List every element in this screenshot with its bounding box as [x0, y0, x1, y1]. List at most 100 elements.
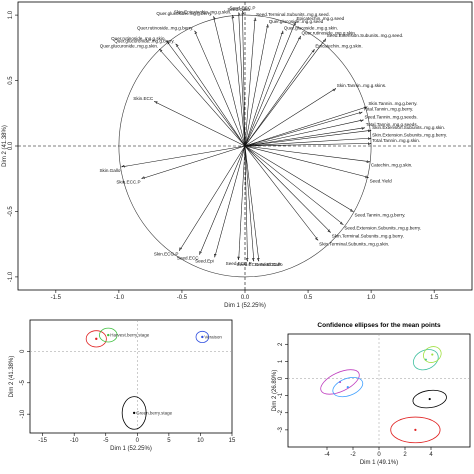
- variable-label: Seed.Gallo: [260, 262, 283, 267]
- arrow-head: [212, 16, 216, 20]
- arrow-head: [237, 256, 241, 260]
- variable-arrow: [242, 11, 246, 147]
- variable-arrow: [244, 145, 248, 262]
- variable-label: Seed.Extension.Subunits..mg.g.berry.: [344, 226, 421, 231]
- group-centroid: [95, 337, 98, 341]
- y-axis-title: Dim 2 (41.38%): [2, 125, 8, 167]
- arrow-head: [179, 247, 183, 251]
- y-tick-label: 1.0: [8, 10, 14, 19]
- variable-arrow: [232, 15, 246, 147]
- x-tick-label: -2: [350, 452, 356, 458]
- group-label: Veraison: [204, 334, 222, 339]
- group-centroid: [107, 333, 110, 337]
- variable-label: Seed.Extension.Subunits..mg.g.seed.: [327, 33, 404, 38]
- arrow-head: [350, 208, 354, 212]
- variable-arrow: [238, 12, 246, 147]
- variable-label: Seed.Gallo: [227, 7, 250, 12]
- variable-label: Seed.ECC: [177, 256, 199, 261]
- y-tick-label: -3: [278, 427, 284, 433]
- arrow-head: [265, 24, 269, 28]
- group-centroid: [132, 411, 136, 415]
- variable-arrow: [244, 48, 315, 147]
- variable-arrow: [199, 145, 246, 255]
- variable-label: Quer.rutinoside..mg.g.skin.: [301, 31, 356, 36]
- group-centroid: [346, 385, 349, 389]
- arrow-head: [194, 30, 198, 35]
- variable-arrow: [166, 41, 246, 147]
- y-tick-label: -0.5: [8, 206, 14, 217]
- confidence-ellipse: [412, 389, 447, 409]
- variable-label: Skin.Terminal.Subunits..mg.g.berry.: [332, 233, 404, 238]
- group-ellipse: [99, 327, 118, 343]
- variable-label: Seed.Tannin..mg.g.berry.: [354, 212, 405, 217]
- y-tick-label: 0.0: [8, 141, 14, 150]
- group-centroid: [431, 353, 434, 356]
- arrow-head: [199, 251, 202, 255]
- x-tick-label: 1.0: [367, 295, 376, 301]
- y-axis-title: Dim 2 (26.89%): [272, 370, 278, 412]
- variable-label: Seed.ECC.P: [229, 6, 255, 11]
- variable-label: Skin.Terminal.Subunits..mg.g.skin.: [319, 241, 389, 246]
- unit-circle: [118, 14, 372, 278]
- variable-arrow: [244, 111, 363, 147]
- confidence-ellipse: [423, 346, 442, 363]
- variable-label: Epicatechin..mg.g.skin.: [315, 44, 362, 49]
- arrow-head: [141, 176, 145, 180]
- arrow-head: [327, 229, 331, 233]
- arrow-head: [361, 126, 365, 130]
- arrow-head: [175, 43, 179, 48]
- x-tick-label: -4: [324, 452, 330, 458]
- y-tick-label: 0.5: [8, 76, 14, 85]
- x-tick-label: -1.0: [114, 295, 125, 301]
- arrow-head: [231, 14, 235, 19]
- variable-arrow: [154, 101, 246, 147]
- variable-arrow: [244, 21, 296, 147]
- variable-arrow: [213, 16, 246, 147]
- arrow-head: [298, 36, 301, 40]
- arrow-head: [360, 119, 364, 123]
- y-tick-label: -10: [20, 409, 26, 418]
- variable-arrow: [244, 130, 372, 147]
- y-tick-label: 0: [20, 349, 26, 353]
- group-ellipse: [121, 396, 147, 430]
- confidence-ellipse: [320, 369, 360, 395]
- variable-label: Seed.ECC.P: [226, 261, 252, 266]
- group-ellipse: [85, 330, 107, 348]
- variable-arrow: [121, 145, 246, 168]
- x-axis-title: Dim 1 (52.25%): [110, 446, 152, 452]
- arrow-head: [365, 175, 369, 179]
- variable-arrow: [244, 145, 319, 241]
- y-tick-label: 2: [278, 342, 284, 346]
- variable-label: Quer.glucuronide..mg.g.berry.: [114, 38, 174, 43]
- variable-arrow: [244, 17, 256, 147]
- variable-arrow: [244, 145, 354, 212]
- variable-arrow: [244, 38, 326, 147]
- variable-label: Quer.glucoside..mg.g.seed: [269, 19, 324, 24]
- confidence-ellipse: [412, 349, 439, 371]
- variable-label: Seed.Yield: [370, 178, 392, 183]
- variable-arrow: [194, 30, 246, 147]
- variable-label: Skin.ECC.P: [116, 180, 140, 185]
- variable-label: Total.Tannin..mg.g.skin.: [372, 138, 420, 143]
- variable-arrow: [244, 24, 268, 147]
- variable-label: Catechin..mg.g.skin.: [371, 163, 413, 168]
- arrow-head: [256, 258, 260, 262]
- variable-arrow: [244, 35, 301, 147]
- variable-label: Skin.Extension.Subunits..mg.g.skin.: [372, 125, 445, 130]
- variable-arrow: [244, 145, 344, 225]
- x-tick-label: -0.5: [177, 295, 188, 301]
- variable-arrow: [179, 145, 246, 251]
- variable-arrow: [244, 145, 331, 233]
- arrow-head: [332, 88, 337, 92]
- variable-arrow: [244, 137, 372, 147]
- x-axis-title: Dim 1 (52.25%): [224, 303, 266, 309]
- x-tick-label: 4: [429, 452, 433, 458]
- y-tick-label: -1.0: [8, 271, 14, 282]
- y-tick-label: -5: [20, 379, 26, 385]
- arrow-head: [368, 137, 372, 140]
- arrow-head: [237, 12, 241, 16]
- variable-arrow: [244, 145, 369, 178]
- x-axis-title: Dim 1 (49.1%): [360, 460, 398, 466]
- pca-variables-plot: -1.5 -1.0 -0.5 0.0 0.5 1.0 1.5 -1.0 -0.5 0.0 0.5 1.…: [2, 1, 473, 309]
- x-tick-label: 1.5: [430, 295, 439, 301]
